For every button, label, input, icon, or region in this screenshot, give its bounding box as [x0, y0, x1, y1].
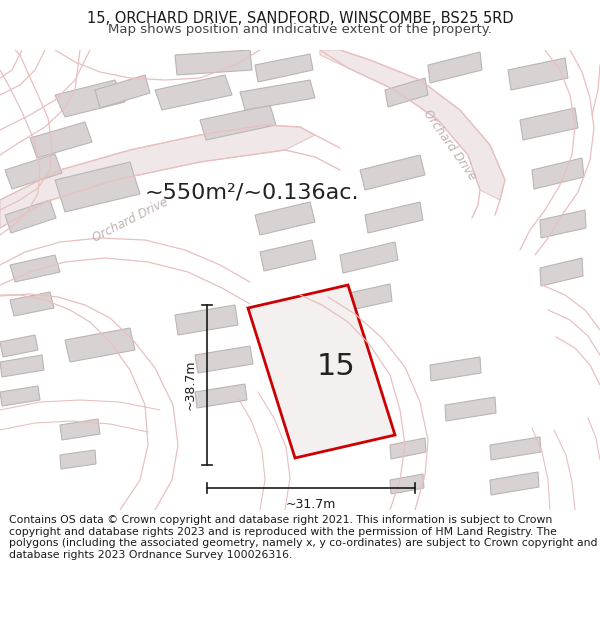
Polygon shape	[175, 305, 238, 335]
Polygon shape	[532, 158, 584, 189]
Text: ~38.7m: ~38.7m	[184, 360, 197, 410]
Polygon shape	[365, 202, 423, 233]
Polygon shape	[385, 78, 428, 107]
Polygon shape	[0, 335, 38, 357]
Polygon shape	[5, 154, 62, 189]
Polygon shape	[320, 50, 505, 200]
Polygon shape	[5, 200, 56, 233]
Polygon shape	[0, 125, 315, 228]
Polygon shape	[360, 155, 425, 190]
Polygon shape	[200, 105, 276, 140]
Polygon shape	[240, 80, 315, 110]
Polygon shape	[65, 328, 135, 362]
Polygon shape	[60, 419, 100, 440]
Text: Orchard Drive: Orchard Drive	[421, 107, 479, 182]
Polygon shape	[315, 373, 370, 399]
Text: ~31.7m: ~31.7m	[286, 498, 336, 511]
Polygon shape	[0, 355, 44, 377]
Polygon shape	[55, 80, 125, 117]
Polygon shape	[60, 450, 96, 469]
Polygon shape	[175, 50, 252, 75]
Polygon shape	[390, 438, 426, 459]
Polygon shape	[540, 258, 583, 286]
Polygon shape	[195, 384, 247, 408]
Polygon shape	[255, 54, 313, 82]
Polygon shape	[508, 58, 568, 90]
Polygon shape	[195, 346, 253, 373]
Polygon shape	[340, 242, 398, 273]
Polygon shape	[255, 202, 315, 235]
Polygon shape	[10, 292, 54, 316]
Polygon shape	[540, 210, 586, 238]
Polygon shape	[310, 335, 367, 362]
Polygon shape	[155, 75, 232, 110]
Polygon shape	[95, 75, 150, 108]
Polygon shape	[445, 397, 496, 421]
Text: Orchard Drive: Orchard Drive	[90, 196, 170, 244]
Polygon shape	[490, 472, 539, 495]
Polygon shape	[260, 240, 316, 271]
Polygon shape	[55, 162, 140, 212]
Polygon shape	[248, 285, 395, 458]
Polygon shape	[520, 108, 578, 140]
Polygon shape	[428, 52, 482, 83]
Text: 15, ORCHARD DRIVE, SANDFORD, WINSCOMBE, BS25 5RD: 15, ORCHARD DRIVE, SANDFORD, WINSCOMBE, …	[86, 11, 514, 26]
Polygon shape	[340, 284, 392, 312]
Text: ~550m²/~0.136ac.: ~550m²/~0.136ac.	[145, 182, 359, 202]
Polygon shape	[490, 437, 541, 460]
Polygon shape	[10, 255, 60, 282]
Text: 15: 15	[317, 352, 356, 381]
Polygon shape	[0, 386, 40, 406]
Text: Contains OS data © Crown copyright and database right 2021. This information is : Contains OS data © Crown copyright and d…	[9, 515, 598, 560]
Polygon shape	[430, 357, 481, 381]
Text: Map shows position and indicative extent of the property.: Map shows position and indicative extent…	[108, 23, 492, 36]
Polygon shape	[30, 122, 92, 158]
Polygon shape	[390, 474, 424, 494]
